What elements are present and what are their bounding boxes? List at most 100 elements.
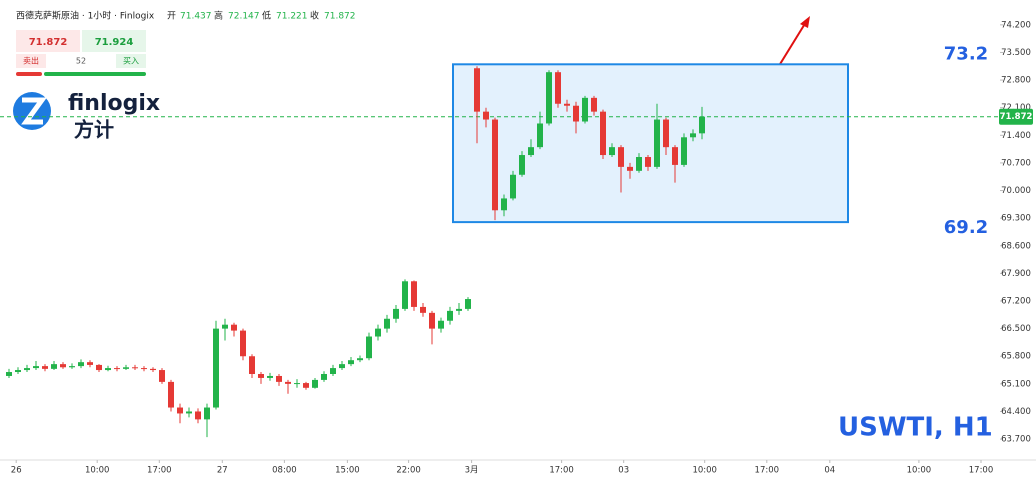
y-tick-label: 69.300	[1001, 214, 1031, 224]
candle-body	[141, 368, 147, 370]
candle-body	[240, 330, 246, 357]
candle-body	[645, 157, 651, 167]
candle-body	[663, 119, 669, 148]
candle-body	[699, 116, 705, 134]
candle-body	[447, 310, 453, 321]
y-tick-label: 70.700	[1001, 158, 1031, 168]
candle-body	[501, 198, 507, 211]
candle-body	[474, 68, 480, 112]
candle-body	[672, 147, 678, 165]
y-tick-label: 67.200	[1001, 297, 1031, 307]
close-value: 71.872	[324, 12, 356, 22]
candle-body	[411, 281, 417, 307]
candle-body	[168, 381, 174, 408]
y-tick-label: 65.800	[1001, 352, 1031, 362]
x-tick-label: 17:00	[755, 466, 780, 476]
symbol-title: 西德克萨斯原油 · 1小时 · Finlogix	[16, 10, 155, 22]
y-tick-label: 67.900	[1001, 269, 1031, 279]
candle-body	[438, 320, 444, 329]
candle-body	[609, 147, 615, 156]
x-tick-label: 10:00	[907, 466, 932, 476]
low-value: 71.221	[276, 12, 308, 22]
high-label: 高	[214, 10, 223, 22]
candle-body	[114, 368, 120, 370]
candle-body	[123, 367, 129, 369]
candle-body	[636, 157, 642, 171]
candle-body	[6, 372, 12, 376]
candle-body	[60, 364, 66, 368]
buy-button[interactable]	[116, 54, 146, 68]
sell-box[interactable]	[16, 30, 80, 52]
x-tick-label: 17:00	[969, 466, 994, 476]
candle-body	[33, 366, 39, 369]
candle-body	[393, 308, 399, 319]
y-tick-label: 73.500	[1001, 48, 1031, 58]
candle-body	[321, 373, 327, 380]
candle-body	[600, 111, 606, 156]
y-tick-label: 64.400	[1001, 407, 1031, 417]
candle-body	[366, 336, 372, 359]
candle-body	[528, 147, 534, 156]
y-tick-label: 72.100	[1001, 103, 1031, 113]
candle-body	[267, 375, 273, 378]
x-tick-label: 27	[217, 466, 228, 476]
close-label: 收	[310, 10, 319, 22]
sell-price: 71.872	[29, 37, 68, 48]
x-tick-label: 10:00	[692, 466, 717, 476]
candle-body	[582, 97, 588, 122]
x-tick-label: 10:00	[85, 466, 110, 476]
candle-body	[24, 368, 30, 371]
candle-body	[285, 381, 291, 384]
candle-body	[222, 324, 228, 329]
candle-body	[429, 312, 435, 329]
candle-body	[105, 368, 111, 371]
x-tick-label: 04	[824, 466, 835, 476]
candle-body	[303, 383, 309, 388]
candle-body	[294, 383, 300, 385]
y-tick-label: 70.000	[1001, 186, 1031, 196]
last-price-tag	[999, 108, 1033, 125]
candle-body	[456, 308, 462, 311]
candle-body	[42, 366, 48, 369]
candle-body	[465, 299, 471, 309]
y-tick-label: 63.700	[1001, 435, 1031, 445]
arrow-head	[800, 16, 810, 28]
candle-body	[204, 407, 210, 420]
buy-box[interactable]	[82, 30, 146, 52]
logo-mark	[21, 97, 47, 125]
sell-button[interactable]	[16, 54, 46, 68]
candle-body	[519, 155, 525, 175]
header: 西德克萨斯原油 · 1小时 · Finlogix 开 71.437 高 72.1…	[16, 10, 356, 22]
candle-body	[258, 373, 264, 378]
candle-body	[276, 375, 282, 382]
candle-body	[231, 324, 237, 331]
x-tick-label: 15:00	[335, 466, 360, 476]
candle-body	[195, 411, 201, 420]
y-tick-label: 74.200	[1001, 20, 1031, 30]
high-value: 72.147	[228, 12, 260, 22]
y-tick-label: 72.800	[1001, 76, 1031, 86]
trade-panel: 71.872 71.924 卖出 52 买入	[16, 30, 146, 76]
candle-body	[537, 123, 543, 148]
x-tick-label: 17:00	[147, 466, 172, 476]
candle-body	[564, 103, 570, 106]
logo-cn: 方计	[74, 118, 114, 142]
logo: finlogix 方计	[13, 91, 160, 142]
candle-body	[492, 119, 498, 211]
buy-bar	[44, 72, 146, 76]
x-tick-label: 22:00	[396, 466, 421, 476]
x-tick-label: 3月	[465, 466, 479, 476]
buy-price: 71.924	[95, 37, 134, 48]
candle-body	[375, 328, 381, 337]
range-box	[452, 63, 849, 224]
x-tick-label: 08:00	[272, 466, 297, 476]
candle-body	[78, 362, 84, 367]
candle-body	[402, 281, 408, 309]
candle-body	[690, 133, 696, 138]
candle-body	[573, 105, 579, 122]
candle-body	[339, 364, 345, 369]
box-top-label: 73.2	[944, 43, 988, 64]
logo-name: finlogix	[68, 91, 160, 116]
candle-body	[591, 97, 597, 112]
